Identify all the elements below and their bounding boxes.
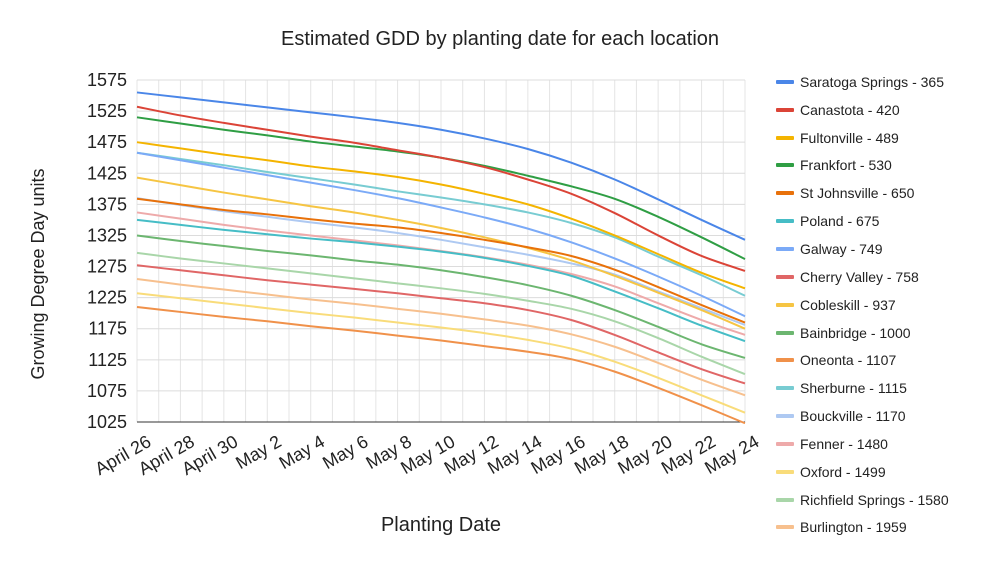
legend-swatch [776, 525, 794, 530]
series-line [136, 292, 746, 414]
legend-item: Burlington - 1959 [776, 514, 996, 542]
legend-item: Richfield Springs - 1580 [776, 486, 996, 514]
y-tick-label: 1075 [87, 381, 127, 401]
legend-item: Oneonta - 1107 [776, 346, 996, 374]
legend-label: Frankfort - 530 [800, 157, 892, 174]
y-tick-label: 1025 [87, 412, 127, 432]
series-line [136, 305, 746, 425]
y-tick-label: 1125 [88, 350, 127, 370]
legend-swatch [776, 302, 794, 307]
legend-swatch [776, 246, 794, 251]
legend-label: Fultonville - 489 [800, 129, 899, 146]
legend-item: Poland - 675 [776, 207, 996, 235]
series-line [136, 197, 746, 324]
legend-item: Cobleskill - 937 [776, 291, 996, 319]
legend-label: Burlington - 1959 [800, 519, 907, 536]
y-tick-label: 1275 [87, 257, 127, 277]
legend-label: Saratoga Springs - 365 [800, 73, 944, 90]
legend-item: Fenner - 1480 [776, 430, 996, 458]
y-tick-label: 1525 [87, 101, 127, 121]
x-tick-label: May 2 [232, 431, 284, 473]
legend-swatch [776, 79, 794, 84]
legend-swatch [776, 441, 794, 446]
legend-swatch [776, 219, 794, 224]
series-line [136, 91, 746, 241]
legend-label: Richfield Springs - 1580 [800, 491, 949, 508]
y-tick-label: 1375 [87, 194, 127, 214]
series-lines [136, 91, 746, 425]
legend-label: Galway - 749 [800, 240, 883, 257]
legend-item: Canastota - 420 [776, 96, 996, 124]
legend-item: Sherburne - 1115 [776, 374, 996, 402]
legend-label: Oneonta - 1107 [800, 352, 897, 369]
chart-title: Estimated GDD by planting date for each … [280, 28, 720, 50]
legend-item: Bainbridge - 1000 [776, 319, 996, 347]
legend-label: Poland - 675 [800, 213, 880, 230]
legend-label: Fenner - 1480 [800, 435, 888, 452]
series-line [136, 234, 746, 359]
y-tick-label: 1325 [87, 225, 127, 245]
series-line [136, 105, 746, 272]
series-line [136, 151, 746, 297]
legend-swatch [776, 135, 794, 140]
legend-label: Cherry Valley - 758 [800, 268, 919, 285]
legend-item: Fultonville - 489 [776, 124, 996, 152]
x-tick-label: May 6 [319, 431, 371, 473]
series-line [136, 277, 746, 397]
legend-item: Frankfort - 530 [776, 152, 996, 180]
legend-swatch [776, 414, 794, 419]
x-tick-label: May 4 [276, 431, 328, 473]
legend-item: Cherry Valley - 758 [776, 263, 996, 291]
grid-lines [136, 79, 746, 423]
legend-item: Galway - 749 [776, 235, 996, 263]
legend-item: Saratoga Springs - 365 [776, 68, 996, 96]
series-line [136, 151, 746, 318]
legend-label: Bainbridge - 1000 [800, 324, 911, 341]
legend-label: Sherburne - 1115 [800, 380, 907, 397]
series-line [136, 176, 746, 330]
legend-swatch [776, 107, 794, 112]
legend-swatch [776, 358, 794, 363]
y-tick-label: 1225 [87, 288, 127, 308]
legend-swatch [776, 386, 794, 391]
series-line [136, 141, 746, 290]
y-tick-labels: 1025 1075 1125 1175 1225 1275 1325 1375 1425 1475… [87, 70, 127, 432]
legend-swatch [776, 191, 794, 196]
legend-item: Bouckville - 1170 [776, 402, 996, 430]
legend: Saratoga Springs - 365 Canastota - 420 Ful… [776, 68, 996, 541]
y-tick-label: 1475 [87, 132, 127, 152]
x-axis-label: Planting Date [381, 514, 501, 536]
y-axis-label: Growing Degree Day units [28, 168, 48, 379]
series-line [136, 251, 746, 376]
legend-swatch [776, 469, 794, 474]
legend-label: Canastota - 420 [800, 101, 900, 118]
legend-swatch [776, 163, 794, 168]
y-tick-label: 1575 [87, 70, 127, 90]
legend-swatch [776, 330, 794, 335]
series-line [136, 264, 746, 385]
legend-item: St Johnsville - 650 [776, 179, 996, 207]
legend-swatch [776, 274, 794, 279]
legend-label: Cobleskill - 937 [800, 296, 896, 313]
legend-label: St Johnsville - 650 [800, 185, 915, 202]
legend-label: Bouckville - 1170 [800, 408, 906, 425]
series-line [136, 197, 746, 326]
series-line [136, 218, 746, 343]
y-tick-label: 1175 [88, 319, 127, 339]
legend-item: Oxford - 1499 [776, 458, 996, 486]
y-tick-label: 1425 [87, 163, 127, 183]
legend-swatch [776, 497, 794, 502]
legend-label: Oxford - 1499 [800, 463, 886, 480]
